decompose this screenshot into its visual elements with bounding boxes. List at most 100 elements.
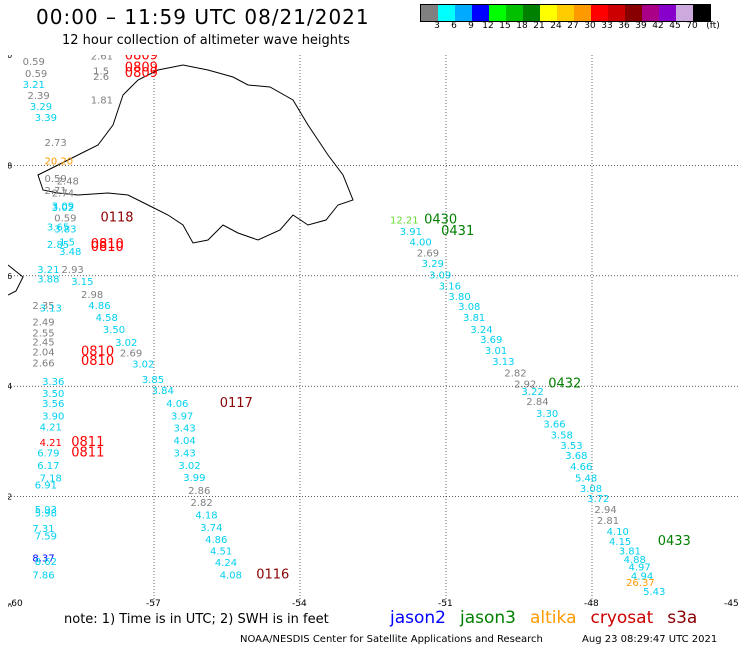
wave-height-value: 3.08 <box>458 302 480 313</box>
wave-height-value: 2.61 <box>91 55 113 62</box>
scale-swatch <box>557 5 574 21</box>
lat-label: 40 <box>8 603 12 607</box>
wave-height-value: 2.92 <box>514 379 536 390</box>
wave-height-value: 3.81 <box>463 313 485 324</box>
legend-jason2: jason2 <box>390 608 446 628</box>
scale-swatch <box>608 5 625 21</box>
wave-height-value: 2.98 <box>81 290 103 301</box>
wave-height-value: 3.29 <box>422 259 444 270</box>
wave-height-value: 2.6 <box>93 72 109 83</box>
wave-height-value: 4.10 <box>607 527 629 538</box>
wave-height-value: 3.48 <box>59 247 81 258</box>
wave-height-value: 6.79 <box>37 448 59 459</box>
wave-height-value: 3.53 <box>560 441 582 452</box>
pass-time-label: 0431 <box>441 224 474 239</box>
lon-label: -45 <box>724 599 738 607</box>
scale-label: 27 <box>567 21 579 31</box>
wave-height-value: 6.91 <box>35 480 57 491</box>
wave-height-value: 2.81 <box>597 516 619 527</box>
wave-height-value: 3.02 <box>178 461 200 472</box>
pass-time-label: 0810 <box>81 354 114 369</box>
scale-swatch <box>574 5 591 21</box>
wave-height-value: 7.31 <box>32 524 54 535</box>
scale-label: (ft) <box>706 21 720 31</box>
wave-height-value: 3.97 <box>171 411 193 422</box>
wave-height-value: 4.51 <box>210 547 232 558</box>
wave-height-value: 3.39 <box>35 113 57 124</box>
wave-height-value: 2.73 <box>45 138 67 149</box>
legend-cryosat: cryosat <box>590 608 654 628</box>
wave-height-value: 3.74 <box>200 523 222 534</box>
lon-label: -60 <box>8 599 23 607</box>
pass-time-label: 0117 <box>220 396 253 411</box>
wave-height-value: 3.69 <box>480 335 502 346</box>
wave-height-value: 8.37 <box>32 554 54 565</box>
wave-height-value: 3.24 <box>470 325 492 336</box>
wave-height-value: 2.84 <box>526 397 548 408</box>
scale-label: 30 <box>584 21 596 31</box>
pass-time-label: 0809 <box>125 66 158 81</box>
credit-text: NOAA/NESDIS Center for Satellite Applica… <box>240 634 543 645</box>
wave-height-value: 3.90 <box>42 411 64 422</box>
wave-height-value: 2.48 <box>57 177 79 188</box>
scale-label: 39 <box>635 21 647 31</box>
scale-swatch <box>438 5 455 21</box>
wave-height-value: 2.69 <box>417 248 439 259</box>
wave-height-value: 2.39 <box>27 91 49 102</box>
wave-height-value: 0.59 <box>45 174 67 185</box>
chart-title: 00:00 – 11:59 UTC 08/21/2021 <box>36 5 370 29</box>
wave-height-value: 3.99 <box>183 473 205 484</box>
scale-swatch <box>421 5 438 21</box>
wave-height-value: 3.09 <box>52 202 74 213</box>
wave-height-value: 2.82 <box>504 368 526 379</box>
scale-swatch <box>523 5 540 21</box>
scale-label: 15 <box>499 21 511 31</box>
wave-height-value: 3.88 <box>37 274 59 285</box>
legend-s3a: s3a <box>667 608 698 628</box>
wave-height-value: 2.94 <box>594 505 616 516</box>
scale-swatch <box>455 5 472 21</box>
lon-label: -48 <box>584 599 599 607</box>
scale-swatch <box>489 5 506 21</box>
wave-height-value: 4.66 <box>570 462 592 473</box>
wave-height-value: 6.17 <box>37 461 59 472</box>
scale-swatch <box>659 5 676 21</box>
scale-label: 33 <box>601 21 613 31</box>
wave-height-value: 4.04 <box>173 436 195 447</box>
wave-height-value: 1.81 <box>91 96 113 107</box>
lat-label: 42 <box>8 493 12 502</box>
wave-height-value: 3.91 <box>400 227 422 238</box>
wave-height-value: 0.59 <box>25 69 47 80</box>
scale-label: 21 <box>533 21 545 31</box>
wave-height-value: 5.48 <box>575 474 597 485</box>
axis-labels: 50 48 46 44 42 40-60 -57 -54 -51 -48 -45 <box>8 55 738 607</box>
wave-height-value: 2.55 <box>32 329 54 340</box>
wave-height-value: 3.43 <box>173 423 195 434</box>
timestamp-text: Aug 23 08:29:47 UTC 2021 <box>582 634 718 645</box>
wave-height-value: 7.18 <box>40 474 62 485</box>
wave-height-value: 7.86 <box>32 570 54 581</box>
wave-height-value: 4.18 <box>195 511 217 522</box>
wave-height-value: 2.35 <box>32 301 54 312</box>
wave-height-value: 3.80 <box>448 292 470 303</box>
pass-time-label: 0810 <box>91 237 124 252</box>
scale-swatch <box>642 5 659 21</box>
wave-height-value: 2.93 <box>62 265 84 276</box>
wave-height-value: 12.21 <box>390 215 419 226</box>
wave-height-value: 4.21 <box>40 438 62 449</box>
wave-height-value: 3.30 <box>536 409 558 420</box>
wave-height-value: 4.06 <box>166 399 188 410</box>
pass-time-label: 0811 <box>71 435 104 450</box>
wave-height-value: 3.21 <box>37 265 59 276</box>
wave-height-value: 2.82 <box>191 498 213 509</box>
wave-height-value: 3.72 <box>587 494 609 505</box>
map-grid <box>8 55 738 607</box>
pass-time-label: 0118 <box>100 211 133 226</box>
wave-height-value: 3.13 <box>492 357 514 368</box>
wave-height-value: 4.15 <box>609 537 631 548</box>
scale-swatch <box>472 5 489 21</box>
wave-height-value: 3.65 <box>47 223 69 234</box>
lat-label: 46 <box>8 272 12 281</box>
pass-time-label: 0810 <box>81 344 114 359</box>
lat-label: 50 <box>8 55 12 60</box>
